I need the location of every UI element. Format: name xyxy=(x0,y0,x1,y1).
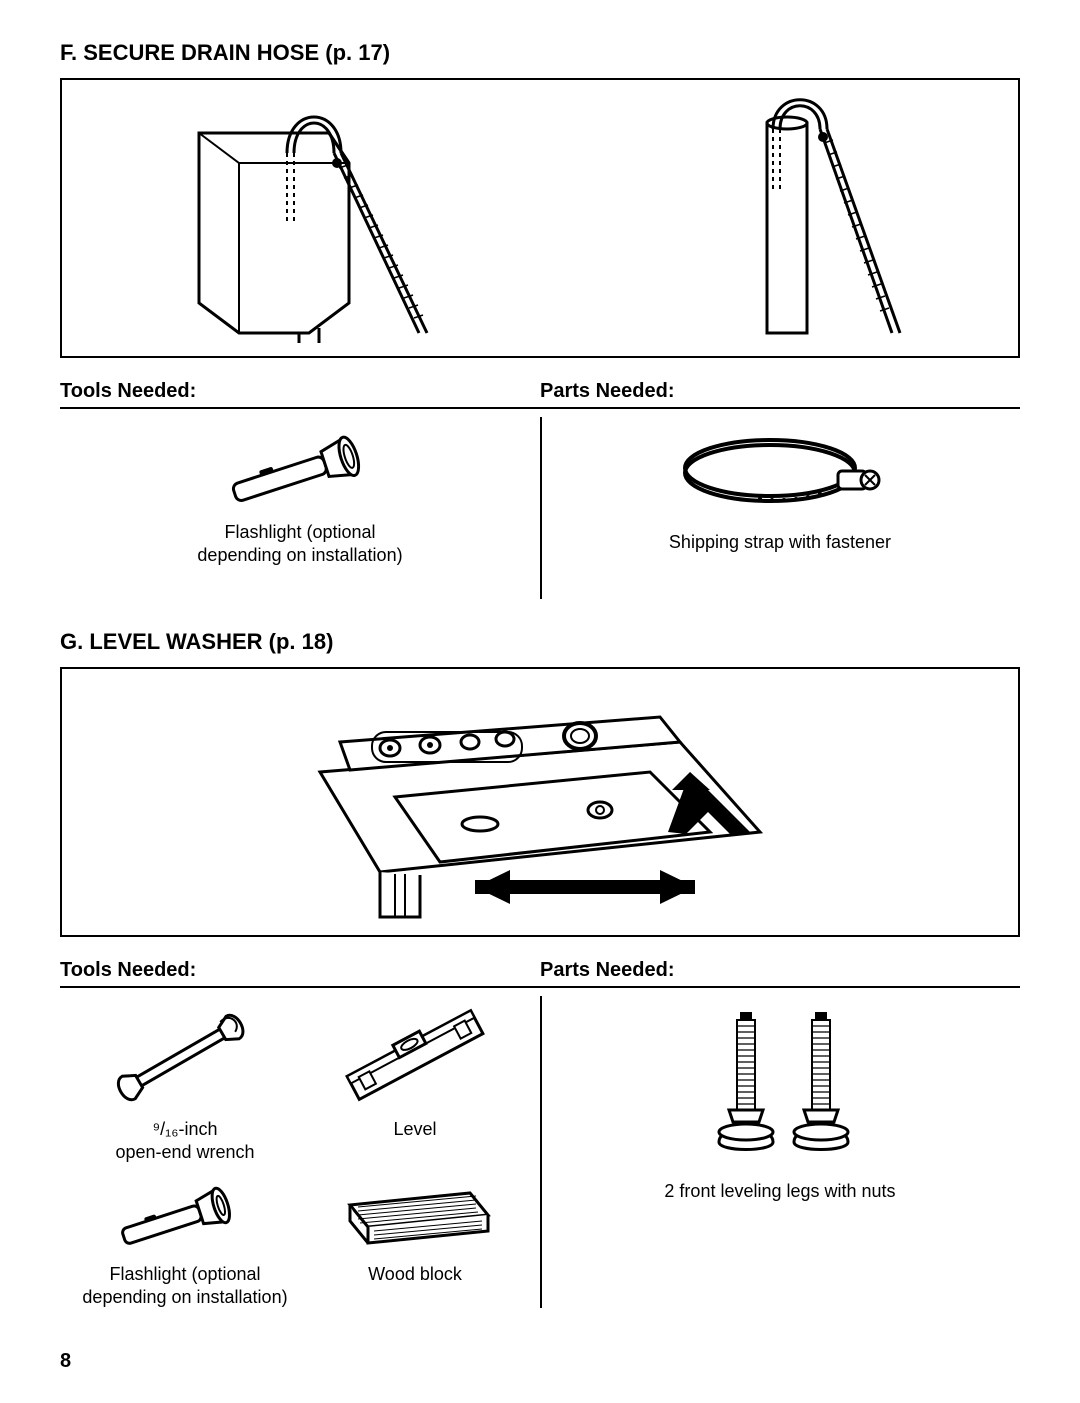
wrench-icon xyxy=(100,1000,270,1110)
page-number: 8 xyxy=(60,1350,71,1373)
section-f-parts-col: Shipping strap with fastener xyxy=(540,409,1020,599)
section-f-content: Flashlight (optional depending on instal… xyxy=(60,409,1020,599)
drain-hose-tub-illustration xyxy=(179,93,429,343)
leveling-legs-caption: 2 front leveling legs with nuts xyxy=(550,1180,1010,1203)
wrench-caption-line1: ⁹/₁₆-inch xyxy=(78,1118,292,1141)
shipping-strap-icon xyxy=(660,423,900,523)
level-caption: Level xyxy=(308,1118,522,1141)
section-g-tools-col: ⁹/₁₆-inch open-end wrench xyxy=(60,988,540,1308)
shipping-strap-caption: Shipping strap with fastener xyxy=(550,531,1010,554)
parts-needed-header: Parts Needed: xyxy=(540,959,1020,986)
flashlight-caption-line2: depending on installation) xyxy=(70,544,530,567)
wrench-caption-line2: open-end wrench xyxy=(78,1141,292,1164)
column-divider xyxy=(540,417,542,599)
flashlight-cell: Flashlight (optional depending on instal… xyxy=(70,1169,300,1314)
flashlight-g-caption-line1: Flashlight (optional xyxy=(78,1263,292,1286)
wood-block-icon xyxy=(330,1175,500,1255)
flashlight-icon xyxy=(200,423,400,513)
tools-needed-header: Tools Needed: xyxy=(60,380,540,407)
level-icon xyxy=(330,1000,500,1110)
section-g-content: ⁹/₁₆-inch open-end wrench xyxy=(60,988,1020,1308)
section-g-headers: Tools Needed: Parts Needed: xyxy=(60,959,1020,988)
section-f-figure-box xyxy=(60,78,1020,358)
drain-hose-standpipe-illustration xyxy=(722,93,902,343)
section-f-title: F. SECURE DRAIN HOSE (p. 17) xyxy=(60,40,1020,66)
section-g-figure-box xyxy=(60,667,1020,937)
section-g-title: G. LEVEL WASHER (p. 18) xyxy=(60,629,1020,655)
flashlight-g-caption-line2: depending on installation) xyxy=(78,1286,292,1309)
flashlight-icon xyxy=(100,1175,270,1255)
tools-needed-header: Tools Needed: xyxy=(60,959,540,986)
level-cell: Level xyxy=(300,994,530,1169)
leveling-legs-icon xyxy=(670,1002,890,1172)
parts-needed-header: Parts Needed: xyxy=(540,380,1020,407)
woodblock-caption: Wood block xyxy=(308,1263,522,1286)
section-g-parts-col: 2 front leveling legs with nuts xyxy=(540,988,1020,1308)
washer-level-illustration xyxy=(280,682,800,922)
manual-page: F. SECURE DRAIN HOSE (p. 17) xyxy=(0,0,1080,1403)
woodblock-cell: Wood block xyxy=(300,1169,530,1314)
section-f-headers: Tools Needed: Parts Needed: xyxy=(60,380,1020,409)
flashlight-caption-line1: Flashlight (optional xyxy=(70,521,530,544)
wrench-cell: ⁹/₁₆-inch open-end wrench xyxy=(70,994,300,1169)
column-divider xyxy=(540,996,542,1308)
section-f-tools-col: Flashlight (optional depending on instal… xyxy=(60,409,540,599)
